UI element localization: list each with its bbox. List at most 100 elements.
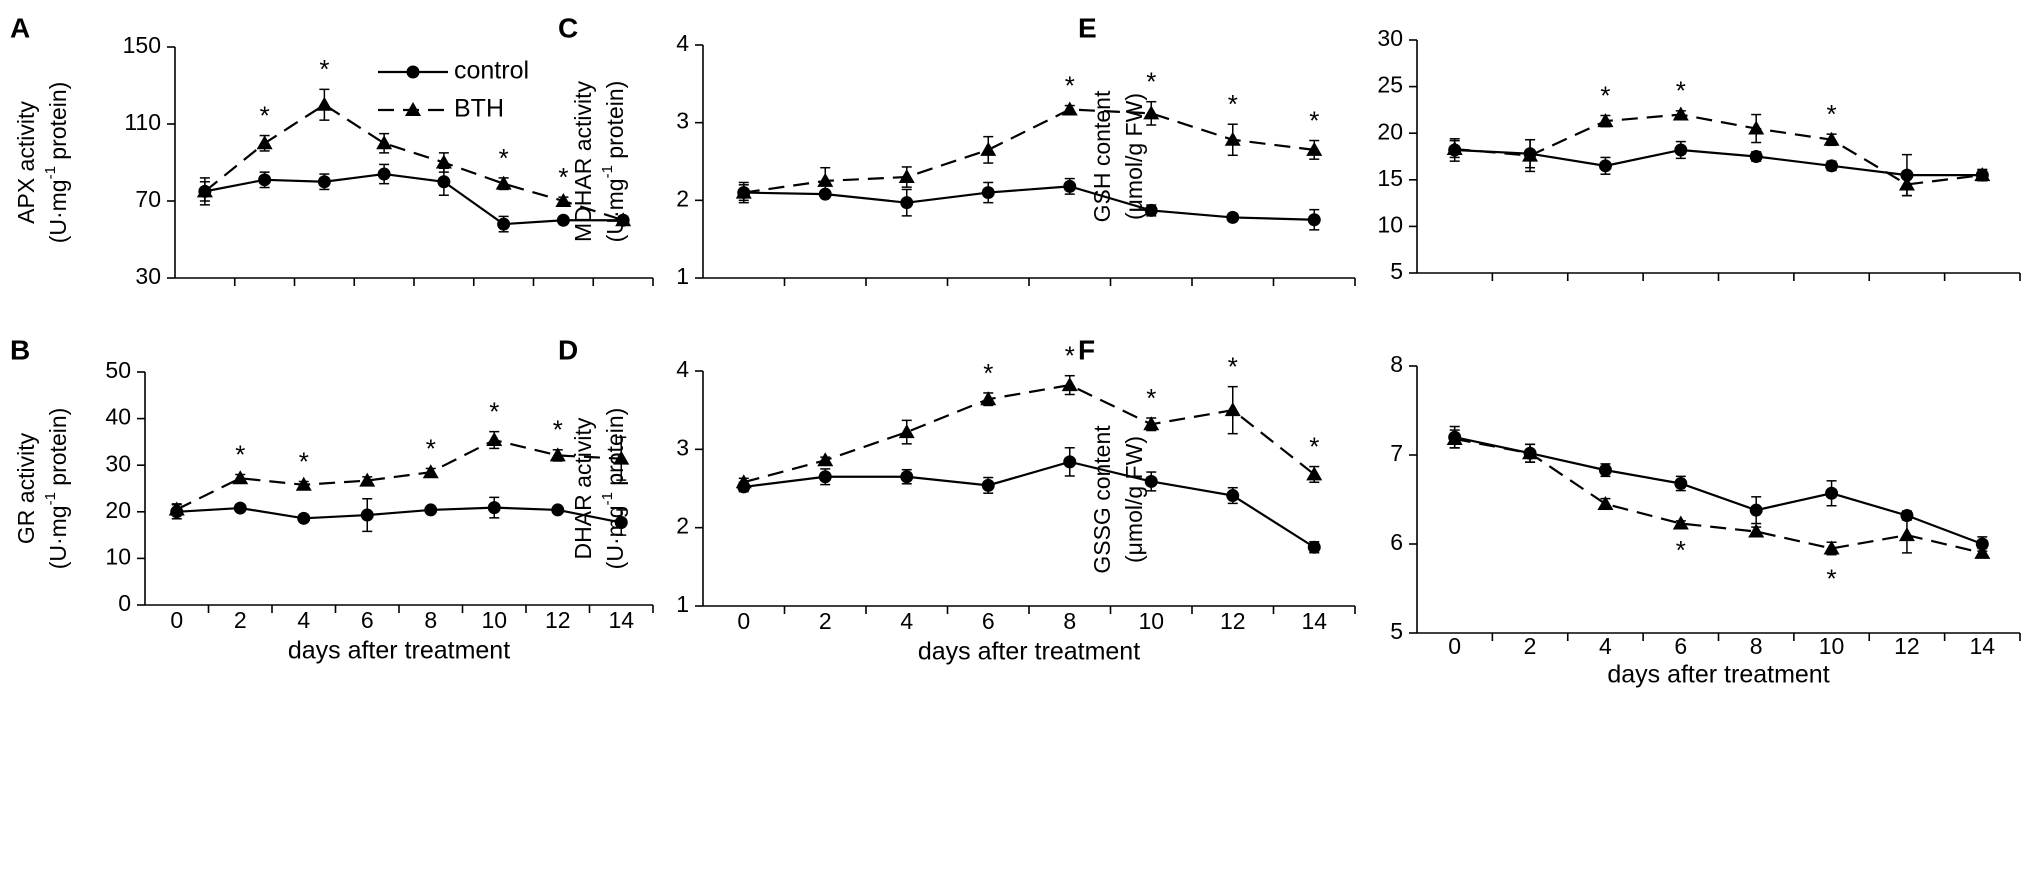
- unit-base: (U·mg: [602, 505, 628, 569]
- x-tick-label: 12: [545, 607, 571, 633]
- unit-superscript: -1: [42, 492, 59, 505]
- data-point: [1898, 527, 1915, 542]
- series-control: [737, 177, 1321, 231]
- y-axis-unit: (μmol/g FW): [1121, 93, 1147, 220]
- y-tick-label: 110: [124, 109, 161, 135]
- data-point: [1825, 159, 1839, 173]
- x-tick-label: 2: [819, 608, 832, 634]
- data-point: [555, 193, 572, 207]
- legend-marker: [405, 102, 421, 116]
- y-tick-label: 20: [1377, 118, 1403, 144]
- data-point: [1749, 503, 1763, 517]
- y-axis-unit: (U·mg-1 protein): [42, 82, 71, 244]
- y-tick-label: 1: [676, 263, 689, 289]
- series-bth: [196, 88, 632, 227]
- x-tick-label: 14: [1970, 633, 1996, 659]
- data-point: [613, 450, 630, 465]
- significance-marker: *: [260, 100, 270, 130]
- data-point: [898, 424, 915, 439]
- x-tick-label: 6: [982, 608, 995, 634]
- y-axis-unit: (U·mg-1 protein): [599, 81, 628, 243]
- data-point: [817, 172, 834, 187]
- significance-marker: *: [1228, 89, 1238, 119]
- significance-marker: *: [1146, 67, 1156, 97]
- series-line: [204, 103, 624, 222]
- data-point: [1063, 455, 1077, 469]
- significance-marker: *: [1676, 535, 1686, 565]
- y-axis-unit: (U·mg-1 protein): [42, 408, 71, 570]
- data-point: [1226, 489, 1240, 503]
- data-point: [615, 212, 632, 227]
- data-point: [487, 501, 501, 515]
- unit-superscript: -1: [42, 166, 59, 179]
- x-tick-label: 0: [737, 608, 750, 634]
- x-tick-label: 6: [1674, 633, 1687, 659]
- significance-marker: *: [1827, 99, 1837, 129]
- x-axis-label: days after treatment: [918, 638, 1140, 666]
- x-tick-label: 10: [1819, 633, 1845, 659]
- x-tick-label: 8: [424, 607, 437, 633]
- data-point: [1597, 495, 1614, 510]
- data-point: [376, 135, 393, 150]
- data-point: [818, 470, 832, 484]
- y-axis-label: APX activity: [13, 101, 39, 224]
- data-point: [817, 452, 834, 467]
- x-tick-label: 8: [1063, 608, 1076, 634]
- unit-superscript: -1: [599, 492, 616, 505]
- y-tick-label: 2: [676, 185, 689, 211]
- y-tick-label: 3: [676, 108, 689, 134]
- significance-marker: *: [558, 162, 568, 192]
- data-point: [495, 175, 512, 190]
- significance-marker: *: [1309, 105, 1319, 135]
- series-line: [743, 383, 1315, 484]
- data-point: [1307, 540, 1321, 554]
- y-tick-label: 4: [676, 356, 689, 382]
- y-tick-label: 1: [676, 591, 689, 617]
- data-point: [1748, 523, 1765, 538]
- series-line: [743, 185, 1315, 221]
- data-point: [233, 501, 247, 515]
- unit-base: (μmol/g FW): [1121, 93, 1147, 220]
- y-tick-label: 30: [105, 450, 131, 476]
- y-axis-label: GSH content: [1089, 90, 1115, 222]
- significance-marker: *: [426, 433, 436, 463]
- data-point: [258, 173, 272, 187]
- data-point: [898, 169, 915, 184]
- panel-f: F 5 6 7 8 0 2 4 6 8 10 12 14 GSSG content (μmol/g FW) d…: [1078, 334, 2021, 689]
- data-point: [1825, 486, 1839, 500]
- data-point: [735, 184, 752, 199]
- y-tick-label: 6: [1390, 529, 1403, 555]
- significance-marker: *: [319, 54, 329, 84]
- y-tick-label: 5: [1390, 618, 1403, 644]
- significance-marker: *: [489, 397, 499, 427]
- y-tick-label: 10: [105, 543, 131, 569]
- x-tick-label: 4: [1599, 633, 1612, 659]
- series-bth: [168, 430, 630, 516]
- unit-base: (μmol/g FW): [1121, 436, 1147, 563]
- data-point: [424, 503, 438, 517]
- x-tick-label: 4: [900, 608, 913, 634]
- x-tick-label: 12: [1220, 608, 1246, 634]
- y-tick-label: 30: [1377, 25, 1403, 51]
- data-point: [1975, 537, 1989, 551]
- y-tick-label: 40: [105, 404, 131, 430]
- data-point: [1598, 463, 1612, 477]
- series-control: [170, 496, 628, 536]
- data-point: [981, 478, 995, 492]
- data-point: [422, 464, 439, 479]
- x-axis-label: days after treatment: [288, 637, 510, 665]
- panel-label: B: [10, 334, 30, 365]
- legend-marker: [406, 65, 420, 79]
- series-bth: [735, 100, 1323, 204]
- data-point: [256, 135, 273, 150]
- x-tick-label: 14: [1301, 608, 1327, 634]
- unit-base: (U·mg: [602, 178, 628, 242]
- series-bth: [1446, 429, 1991, 559]
- y-tick-label: 8: [1390, 351, 1403, 377]
- data-point: [549, 447, 566, 462]
- significance-marker: *: [1676, 76, 1686, 106]
- significance-marker: *: [1827, 564, 1837, 594]
